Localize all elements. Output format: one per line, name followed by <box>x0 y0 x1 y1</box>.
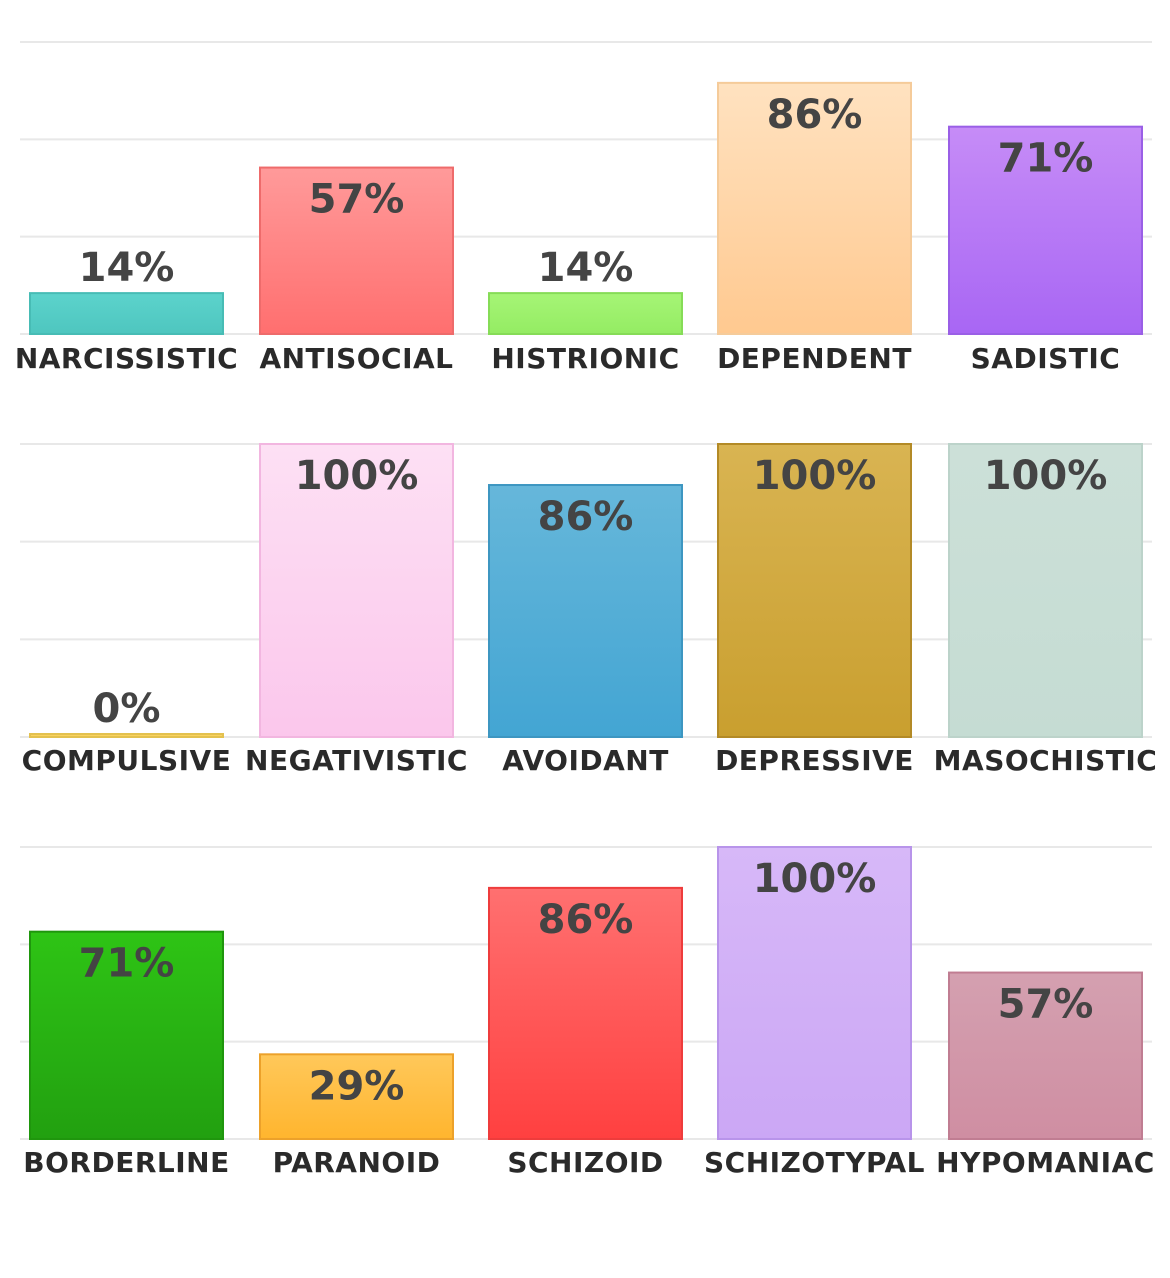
category-label-depressive: DEPRESSIVE <box>715 744 914 777</box>
category-label-schizoid: SCHIZOID <box>507 1146 663 1179</box>
value-label-borderline: 71% <box>79 941 175 987</box>
value-label-dependent: 86% <box>767 92 863 138</box>
category-label-histrionic: HISTRIONIC <box>491 342 679 375</box>
bar-schizoid <box>488 886 683 1140</box>
bar-narcissistic <box>29 292 224 335</box>
category-label-hypomaniac: HYPOMANIAC <box>936 1146 1155 1179</box>
value-label-avoidant: 86% <box>538 494 634 540</box>
bar-hypomaniac <box>948 971 1143 1140</box>
category-label-dependent: DEPENDENT <box>717 342 912 375</box>
value-label-schizoid: 86% <box>538 897 634 943</box>
value-label-sadistic: 71% <box>998 136 1094 182</box>
bar-masochistic <box>948 443 1143 738</box>
bar-schizotypal <box>717 846 912 1140</box>
bar-histrionic <box>488 292 683 335</box>
category-label-borderline: BORDERLINE <box>23 1146 229 1179</box>
bar-antisocial <box>259 166 454 335</box>
category-label-avoidant: AVOIDANT <box>502 744 669 777</box>
category-label-paranoid: PARANOID <box>273 1146 441 1179</box>
value-label-masochistic: 100% <box>984 453 1108 499</box>
bar-borderline <box>29 930 224 1140</box>
category-label-narcissistic: NARCISSISTIC <box>15 342 238 375</box>
value-label-negativistic: 100% <box>295 453 419 499</box>
value-label-antisocial: 57% <box>309 177 405 223</box>
bar-sadistic <box>948 125 1143 336</box>
category-label-compulsive: COMPULSIVE <box>22 744 232 777</box>
chart-panel-2: 0% COMPULSIVE 100% NEGATIVISTIC 86% AVOIDANT 1… <box>20 443 1158 777</box>
bar-avoidant <box>488 484 683 738</box>
bar-paranoid <box>259 1053 454 1140</box>
value-label-narcissistic: 14% <box>79 245 175 291</box>
value-label-paranoid: 29% <box>309 1063 405 1109</box>
bar-negativistic <box>259 443 454 738</box>
value-label-compulsive: 0% <box>93 686 161 732</box>
category-label-schizotypal: SCHIZOTYPAL <box>704 1146 925 1179</box>
bar-depressive <box>717 443 912 738</box>
chart-panel-3: 71% BORDERLINE 29% PARANOID 86% SCHIZOID 100% S… <box>20 846 1155 1179</box>
value-label-depressive: 100% <box>753 453 877 499</box>
value-label-schizotypal: 100% <box>753 856 877 902</box>
bar-dependent <box>717 81 912 335</box>
value-label-hypomaniac: 57% <box>998 982 1094 1028</box>
category-label-negativistic: NEGATIVISTIC <box>245 744 468 777</box>
bar-compulsive <box>29 733 224 738</box>
category-label-antisocial: ANTISOCIAL <box>259 342 453 375</box>
chart-panel-1: 14% NARCISSISTIC 57% ANTISOCIAL 14% HISTRIONI… <box>15 41 1152 375</box>
category-label-sadistic: SADISTIC <box>971 342 1121 375</box>
category-label-masochistic: MASOCHISTIC <box>934 744 1158 777</box>
value-label-histrionic: 14% <box>538 245 634 291</box>
